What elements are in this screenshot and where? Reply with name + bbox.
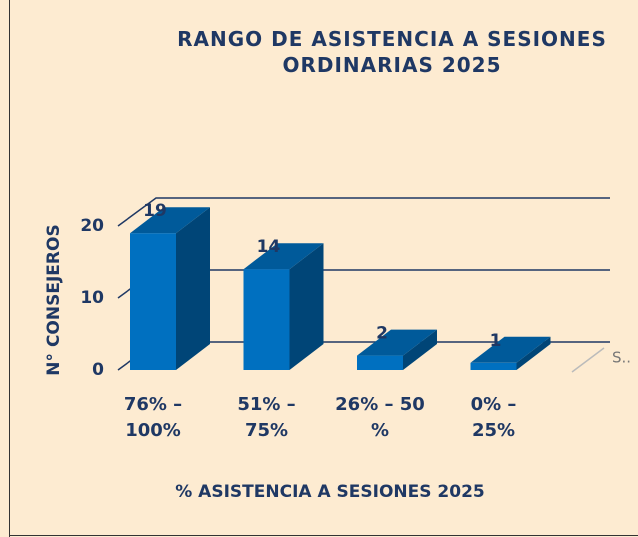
- bar: [357, 355, 403, 370]
- chart-title: RANGO DE ASISTENCIA A SESIONES ORDINARIA…: [177, 27, 607, 77]
- x-tick-label: 0% – 25%: [470, 394, 517, 441]
- bar-top: [130, 207, 210, 234]
- data-label: 19: [143, 201, 167, 221]
- y-tick-label: 10: [80, 288, 104, 308]
- y-tick-label: 20: [80, 216, 104, 236]
- x-tick-label: 76% – 100%: [123, 394, 183, 441]
- bar-side: [289, 243, 324, 370]
- bar-side: [403, 329, 437, 370]
- bar: [243, 269, 290, 370]
- x-axis-label: % ASISTENCIA A SESIONES 2025: [175, 482, 485, 502]
- x-tick-label: 51% – 75%: [237, 394, 296, 441]
- x-tick-label: 26% – 50 %: [335, 394, 425, 441]
- bar-top: [243, 243, 324, 270]
- bar-top: [357, 329, 437, 356]
- bar: [130, 233, 176, 370]
- bar-side: [176, 207, 210, 370]
- legend-swatch: [571, 347, 605, 373]
- legend-label: S..: [612, 349, 631, 367]
- data-label: 1: [490, 331, 502, 351]
- bar-side: [516, 336, 551, 370]
- bar-top: [470, 336, 551, 363]
- y-axis-label: N° CONSEJEROS: [44, 224, 64, 375]
- grid-line: [117, 197, 610, 227]
- data-label: 2: [376, 324, 388, 344]
- data-label: 14: [257, 237, 281, 257]
- bar: [470, 362, 517, 370]
- y-tick-label: 0: [92, 360, 104, 380]
